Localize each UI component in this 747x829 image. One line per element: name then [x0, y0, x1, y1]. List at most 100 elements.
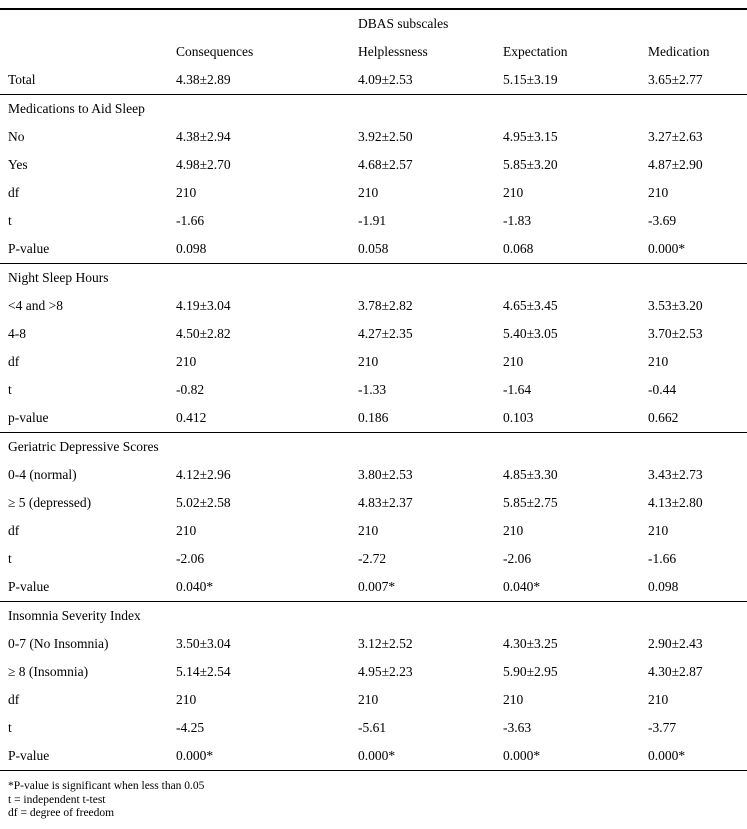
cell-value: 0.058 — [358, 241, 389, 256]
table-row: P-value 0.000* 0.000* 0.000* 0.000* — [0, 742, 747, 771]
table-row: df 210 210 210 210 — [0, 686, 747, 714]
row-label: df — [8, 354, 20, 369]
cell-value: 4.85±3.30 — [503, 467, 558, 482]
row-label: ≥ 8 (Insomnia) — [8, 664, 89, 679]
cell-value: 0.098 — [176, 241, 207, 256]
column-header-consequences: Consequences — [176, 44, 254, 59]
table-row: <4 and >8 4.19±3.04 3.78±2.82 4.65±3.45 3.53… — [0, 292, 747, 320]
cell-value: 3.70±2.53 — [648, 326, 703, 341]
cell-value: -1.66 — [648, 551, 677, 566]
cell-value: -3.77 — [648, 720, 677, 735]
cell-value: 4.13±2.80 — [648, 495, 703, 510]
row-label: Total — [0, 66, 176, 95]
cell-value: 4.50±2.82 — [176, 326, 231, 341]
cell-value: 5.85±3.20 — [503, 157, 558, 172]
table-row: No 4.38±2.94 3.92±2.50 4.95±3.15 3.27±2.63 — [0, 123, 747, 151]
row-label: <4 and >8 — [8, 298, 63, 313]
empty-cell — [0, 38, 176, 66]
row-label: t — [8, 213, 12, 228]
column-header-helplessness: Helplessness — [358, 44, 428, 59]
cell-value: 4.68±2.57 — [358, 157, 413, 172]
cell-value: 4.95±3.15 — [503, 129, 558, 144]
section-title-row: Insomnia Severity Index — [0, 601, 747, 630]
cell-value: 0.662 — [648, 410, 679, 425]
cell-value: 3.78±2.82 — [358, 298, 413, 313]
cell-value: 0.007* — [358, 579, 396, 594]
cell-value: 4.65±3.45 — [503, 298, 558, 313]
cell-value: 4.09±2.53 — [358, 66, 503, 95]
cell-value: 4.95±2.23 — [358, 664, 413, 679]
table-row: ≥ 8 (Insomnia) 5.14±2.54 4.95±2.23 5.90±2.9… — [0, 658, 747, 686]
section-title-row: Night Sleep Hours — [0, 263, 747, 292]
cell-value: 0.000* — [648, 748, 686, 763]
cell-value: 210 — [358, 523, 379, 538]
cell-value: -1.64 — [503, 382, 532, 397]
cell-value: 4.30±2.87 — [648, 664, 703, 679]
cell-value: 0.103 — [503, 410, 534, 425]
cell-value: -5.61 — [358, 720, 387, 735]
table-row: t -0.82 -1.33 -1.64 -0.44 — [0, 376, 747, 404]
row-label: 0-7 (No Insomnia) — [8, 636, 109, 651]
total-row: Total 4.38±2.89 4.09±2.53 5.15±3.19 3.65… — [0, 66, 747, 95]
cell-value: 210 — [648, 354, 669, 369]
cell-value: 4.38±2.89 — [176, 66, 358, 95]
table-row: Yes 4.98±2.70 4.68±2.57 5.85±3.20 4.87±2.90 — [0, 151, 747, 179]
cell-value: 3.53±3.20 — [648, 298, 703, 313]
row-label: 4-8 — [8, 326, 26, 341]
cell-value: -3.63 — [503, 720, 532, 735]
cell-value: 0.000* — [358, 748, 396, 763]
row-label: P-value — [8, 579, 50, 594]
cell-value: 0.000* — [648, 241, 686, 256]
row-label: t — [8, 382, 12, 397]
cell-value: 0.000* — [176, 748, 214, 763]
table-row: df 210 210 210 210 — [0, 517, 747, 545]
cell-value: 4.98±2.70 — [176, 157, 231, 172]
dbas-subscales-table: DBAS subscales Consequences Helplessness… — [0, 8, 747, 771]
row-label: P-value — [8, 241, 50, 256]
table-row: t -4.25 -5.61 -3.63 -3.77 — [0, 714, 747, 742]
row-label: P-value — [8, 748, 50, 763]
cell-value: -4.25 — [176, 720, 205, 735]
cell-value: 4.30±3.25 — [503, 636, 558, 651]
cell-value: 3.80±2.53 — [358, 467, 413, 482]
cell-value: 4.83±2.37 — [358, 495, 413, 510]
column-header-medication: Medication — [648, 44, 710, 59]
row-label: t — [8, 720, 12, 735]
cell-value: 4.87±2.90 — [648, 157, 703, 172]
cell-value: 210 — [503, 523, 524, 538]
table-row: t -1.66 -1.91 -1.83 -3.69 — [0, 207, 747, 235]
group-header-row: DBAS subscales — [0, 9, 747, 38]
cell-value: 210 — [358, 354, 379, 369]
row-label: ≥ 5 (depressed) — [8, 495, 92, 510]
cell-value: 0.098 — [648, 579, 679, 594]
cell-value: 4.19±3.04 — [176, 298, 231, 313]
cell-value: 5.02±2.58 — [176, 495, 231, 510]
section-title: Medications to Aid Sleep — [0, 94, 747, 123]
table-row: 0-7 (No Insomnia) 3.50±3.04 3.12±2.52 4.30±… — [0, 630, 747, 658]
footnote-df: df = degree of freedom — [8, 807, 115, 819]
cell-value: 3.50±3.04 — [176, 636, 231, 651]
cell-value: -0.44 — [648, 382, 677, 397]
cell-value: 210 — [648, 185, 669, 200]
column-header-expectation: Expectation — [503, 44, 568, 59]
cell-value: 4.27±2.35 — [358, 326, 413, 341]
cell-value: -1.83 — [503, 213, 532, 228]
table-row: p-value 0.412 0.186 0.103 0.662 — [0, 404, 747, 433]
cell-value: 0.186 — [358, 410, 389, 425]
cell-value: 210 — [176, 692, 197, 707]
table-footnotes: *P-value is significant when less than 0… — [0, 780, 747, 821]
cell-value: -2.72 — [358, 551, 387, 566]
empty-cell — [648, 9, 747, 38]
row-label: 0-4 (normal) — [8, 467, 77, 482]
cell-value: 3.43±2.73 — [648, 467, 703, 482]
table-row: 4-8 4.50±2.82 4.27±2.35 5.40±3.05 3.70±2.53 — [0, 320, 747, 348]
cell-value: 210 — [503, 354, 524, 369]
empty-cell — [503, 9, 648, 38]
cell-value: 0.412 — [176, 410, 207, 425]
cell-value: 210 — [648, 692, 669, 707]
cell-value: 3.12±2.52 — [358, 636, 413, 651]
cell-value: 5.40±3.05 — [503, 326, 558, 341]
cell-value: -3.69 — [648, 213, 677, 228]
column-header-row: Consequences Helplessness Expectation Me… — [0, 38, 747, 66]
